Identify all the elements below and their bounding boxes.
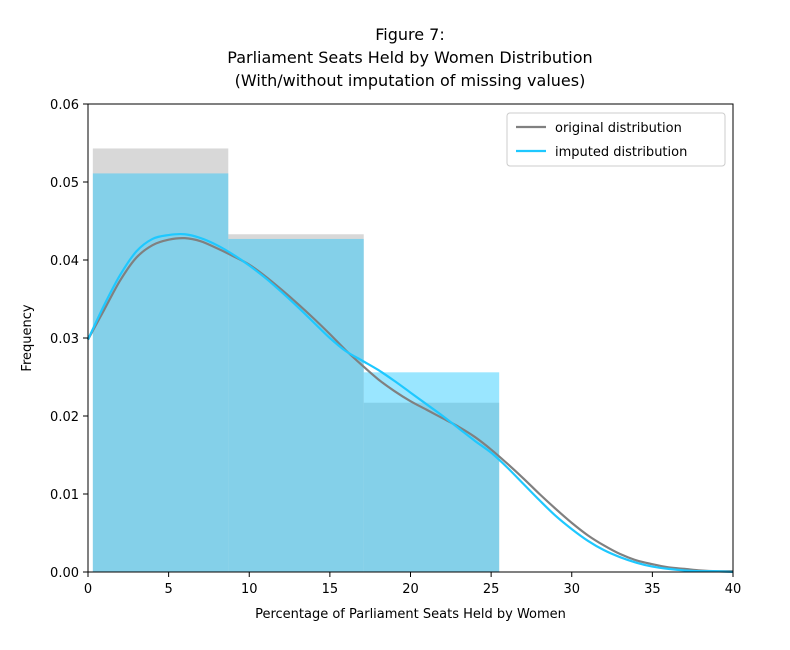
y-tick-label: 0.00 xyxy=(50,566,79,581)
y-tick-label: 0.04 xyxy=(50,254,79,269)
x-tick-label: 5 xyxy=(164,582,172,597)
y-axis-label: Frequency xyxy=(20,304,35,371)
y-tick-label: 0.05 xyxy=(50,176,79,191)
legend: original distribution imputed distributio… xyxy=(506,112,726,167)
x-tick-label: 20 xyxy=(402,582,419,597)
x-tick-label: 30 xyxy=(563,582,580,597)
y-tick-label: 0.06 xyxy=(50,98,79,113)
y-tick-label: 0.01 xyxy=(50,488,79,503)
density-lines xyxy=(87,232,734,574)
chart-title: Figure 7: Parliament Seats Held by Women … xyxy=(227,25,592,90)
imputed-histogram-bar xyxy=(228,238,364,572)
legend-entry-label: imputed distribution xyxy=(555,145,687,160)
x-tick-label: 35 xyxy=(644,582,661,597)
histogram-bars xyxy=(92,148,500,573)
legend-entry-label: original distribution xyxy=(555,121,682,136)
original-density-line xyxy=(87,237,734,573)
original-histogram-bar xyxy=(228,234,364,572)
original-histogram-bar xyxy=(363,402,500,572)
x-tick-label: 15 xyxy=(322,582,339,597)
chart-title-line: Figure 7: xyxy=(375,25,445,44)
x-axis-ticks: 0 5 10 15 20 25 30 35 40 xyxy=(84,572,741,597)
original-histogram-bar xyxy=(92,148,229,572)
legend-box xyxy=(506,112,726,167)
x-tick-label: 40 xyxy=(725,582,742,597)
imputed-density-line xyxy=(87,232,734,574)
x-tick-label: 25 xyxy=(483,582,500,597)
imputed-histogram-bar xyxy=(92,173,229,573)
chart-title-line: Parliament Seats Held by Women Distribut… xyxy=(227,48,592,67)
x-tick-label: 0 xyxy=(84,582,92,597)
x-tick-label: 10 xyxy=(241,582,258,597)
chart-title-line: (With/without imputation of missing valu… xyxy=(235,71,586,90)
y-tick-label: 0.03 xyxy=(50,332,79,347)
x-axis-label: Percentage of Parliament Seats Held by W… xyxy=(255,607,566,622)
y-axis-ticks: 0.00 0.01 0.02 0.03 0.04 0.05 0.06 xyxy=(50,98,88,581)
imputed-histogram-bar xyxy=(363,372,500,572)
y-tick-label: 0.02 xyxy=(50,410,79,425)
